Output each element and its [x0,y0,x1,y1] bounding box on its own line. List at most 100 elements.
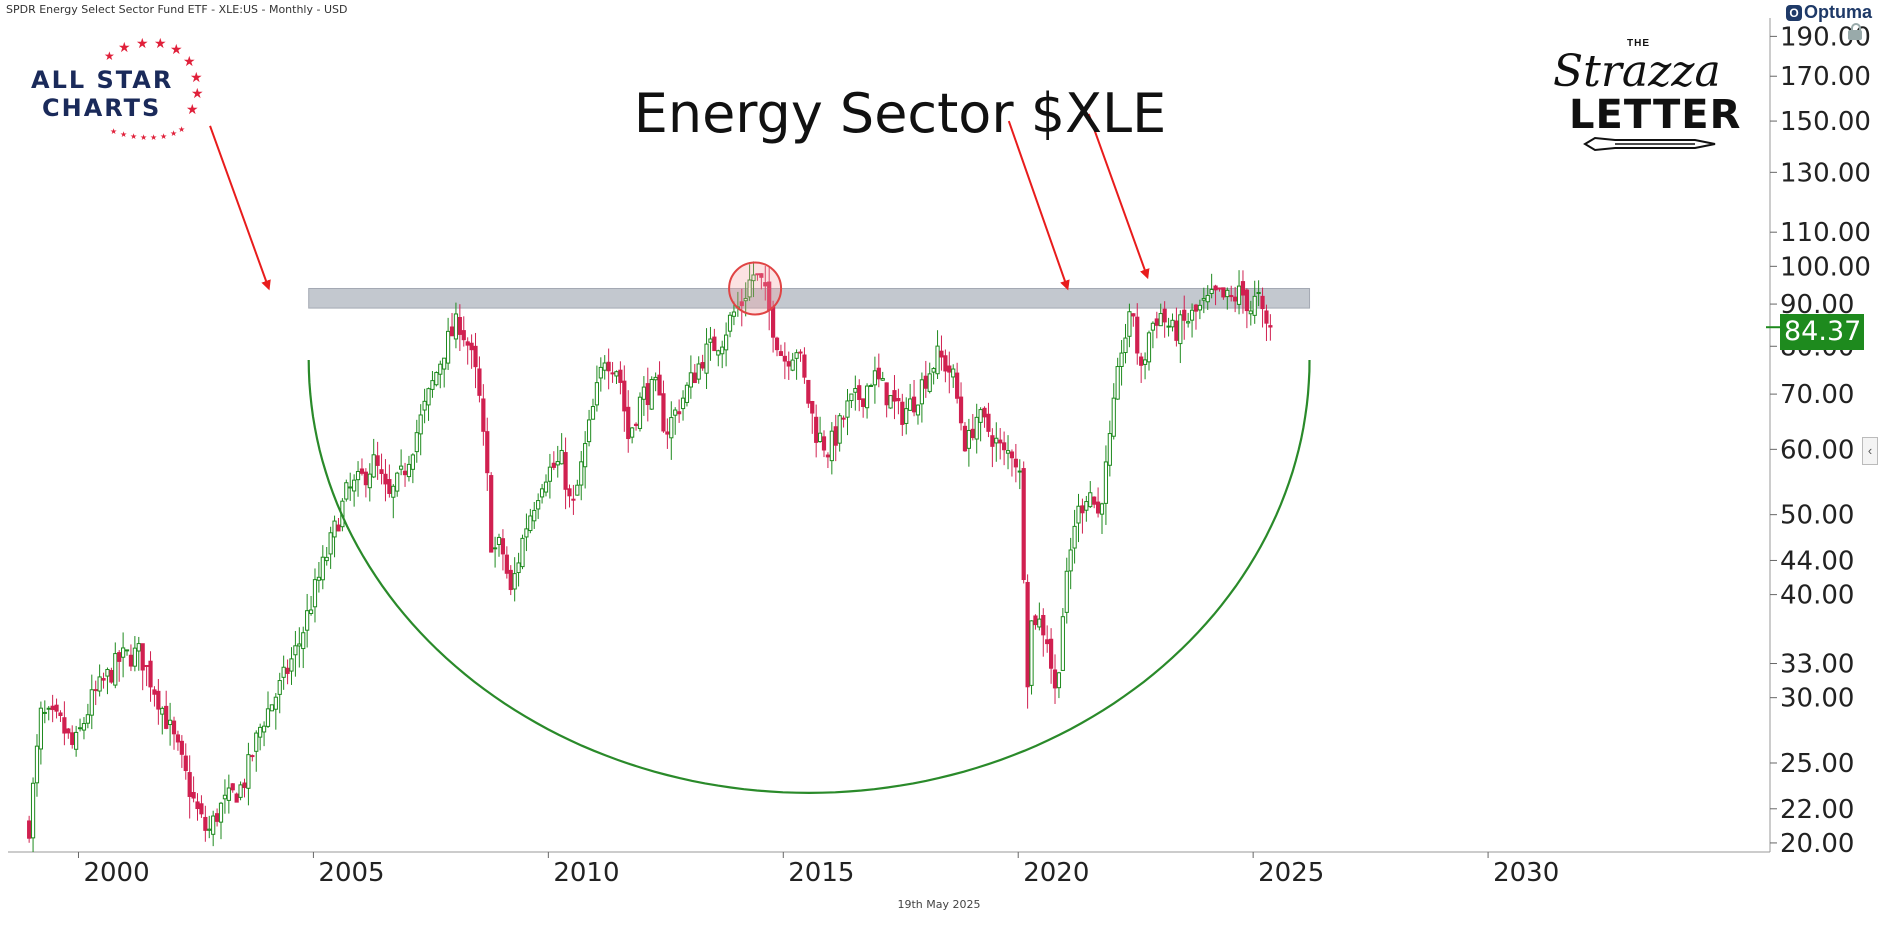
candle-body [1186,321,1191,324]
candle-body [34,745,40,784]
candle-body [1252,295,1257,316]
candle-body [747,279,752,298]
candle-body [218,802,224,823]
candle-body [399,465,404,470]
candle-body [109,669,114,683]
y-tick-label: 170.00 [1780,62,1871,92]
candle-body [579,461,584,486]
candle-body [583,443,588,468]
candle-body [1127,311,1132,337]
svg-text:★: ★ [183,53,196,69]
candle-body [496,536,502,545]
candle-body [978,409,983,423]
candle-body [970,428,975,439]
candle-body [30,782,36,839]
candle-body [876,367,881,380]
candle-body [1080,505,1085,514]
candle-body [641,386,646,400]
collapse-panel-icon[interactable]: ‹ [1862,437,1878,465]
candle-body [512,573,517,590]
svg-text:★: ★ [150,133,157,142]
arrow-annotation [1087,113,1150,280]
candle-body [265,708,271,727]
candle-body [622,380,627,412]
candle-body [1158,313,1163,327]
candle-body [692,372,697,384]
candle-body [89,689,94,716]
candle-body [281,666,286,678]
candle-body [935,345,940,375]
candle-body [214,813,220,822]
candle-body [532,509,537,522]
candle-body [716,350,721,356]
candle-body [1248,310,1253,315]
y-tick-label: 25.00 [1780,749,1854,779]
candle-body [966,429,971,449]
candle-body [101,678,106,681]
candle-body [70,732,75,745]
stars-arc-icon: ★ ★ ★ ★ ★ ★ ★ ★ ★ ★ ★ ★ ★ ★ ★ ★ ★ [104,35,204,142]
y-tick-label: 150.00 [1780,107,1871,137]
candle-body [117,652,122,662]
candle-body [453,313,459,340]
candle-body [974,416,979,440]
candle-body [1146,332,1152,363]
candle-body [410,454,415,470]
candle-body [1225,289,1230,298]
candle-body [492,547,498,550]
candle-body [128,654,134,667]
candle-body [778,351,784,356]
candle-body [250,755,255,758]
candle-body [590,406,596,420]
svg-text:★: ★ [140,133,147,142]
candle-body [469,342,474,351]
candle-body [81,723,87,731]
x-tick-label: 2000 [83,858,149,888]
candle-body [790,359,795,371]
candle-body [1111,397,1116,437]
candle-body [175,734,181,743]
candle-body [861,398,866,407]
svg-text:★: ★ [170,41,183,57]
candle-body [312,579,318,608]
candle-body [618,369,623,383]
candle-body [931,368,936,373]
candle-body [853,388,858,393]
lock-icon[interactable] [1848,23,1862,40]
candle-body [1005,450,1011,454]
candle-body [50,705,55,711]
candle-body [1229,295,1234,298]
candle-body [442,357,447,370]
candle-body [1150,322,1156,331]
candle-body [720,346,725,355]
candle-body [355,470,361,481]
candle-body [199,803,204,815]
candle-body [743,297,748,302]
candle-body [97,676,102,692]
candle-body [951,368,956,378]
candle-body [38,707,43,750]
svg-text:★: ★ [130,132,137,141]
candle-body [626,406,631,440]
candle-body [857,385,862,400]
candle-body [712,336,717,352]
svg-text:★: ★ [190,69,203,85]
optuma-icon: O [1785,5,1802,21]
candle-body [422,400,427,411]
candle-body [892,390,897,402]
candle-body [1244,289,1249,312]
strazza-the: THE [1627,38,1650,49]
candle-body [962,425,968,452]
candle-body [586,419,592,443]
y-tick-label: 20.00 [1780,829,1854,859]
candle-body [500,538,506,555]
candle-body [900,401,905,425]
candle-body [160,707,165,715]
candle-body [438,363,443,375]
candle-body [927,373,932,392]
svg-text:★: ★ [178,125,185,134]
candle-body [406,463,412,478]
candle-body [571,498,576,501]
candle-body [285,667,290,674]
